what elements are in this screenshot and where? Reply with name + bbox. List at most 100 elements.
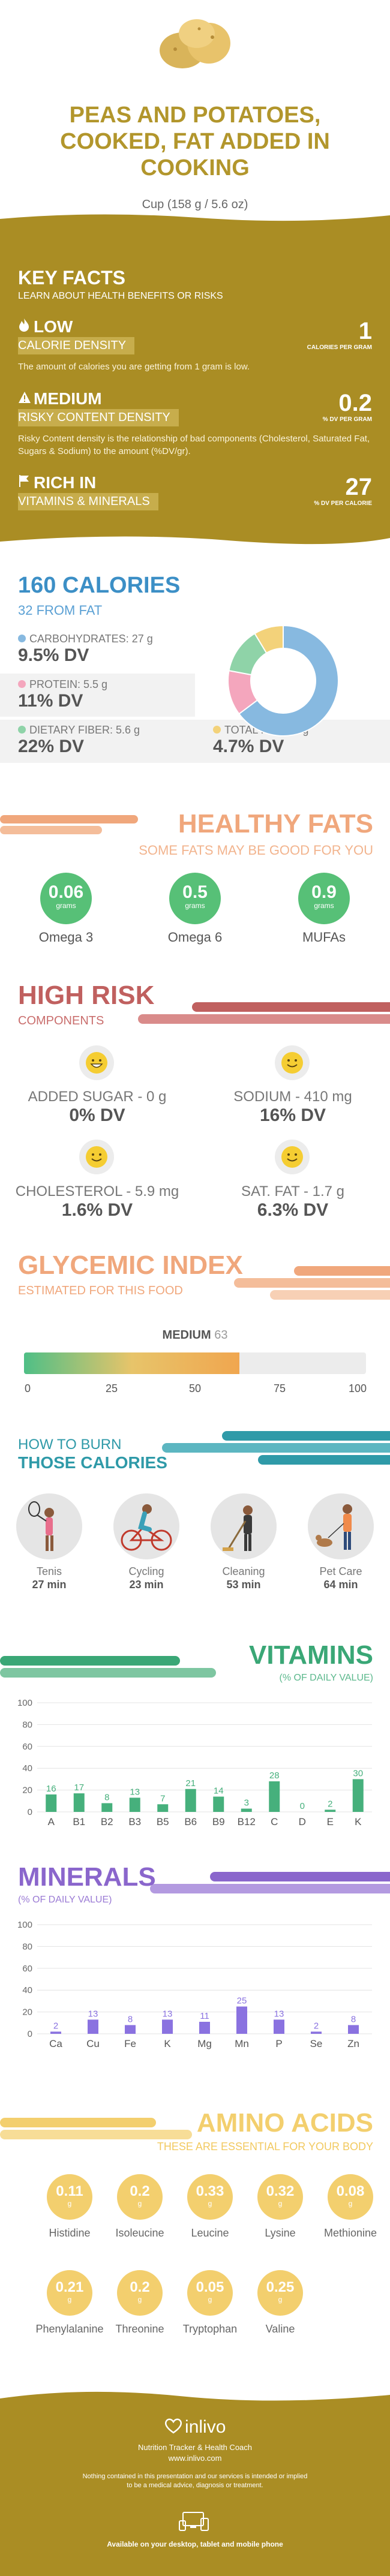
vitamins-bar-value: 30 [353, 1768, 363, 1778]
vitamins-bar-value: 13 [130, 1787, 140, 1797]
vitamins-bar [269, 1781, 280, 1812]
fact-description: Risky Content density is the relationshi… [18, 434, 370, 456]
added-sugar-label: ADDED SUGAR - 0 g [28, 1089, 167, 1105]
header: PEAS AND POTATOES, COOKED, FAT ADDED IN … [0, 0, 390, 231]
omega6-unit: grams [185, 901, 205, 910]
vitamins-bar-value: 21 [185, 1778, 196, 1789]
key-facts-wave [0, 536, 390, 549]
amino-circle-valine: 0.25 g [257, 2270, 303, 2316]
amino-circle-methionine: 0.08 g [328, 2174, 373, 2220]
key-facts-title: KEY FACTS [18, 267, 125, 288]
title-line: COOKED, FAT ADDED IN [60, 129, 330, 154]
fiber-label: DIETARY FIBER: 5.6 g [29, 724, 140, 736]
carbohydrates-dv: 9.5% DV [18, 645, 89, 665]
vitamins-bar-value: 14 [214, 1786, 224, 1796]
vitamins-y-tick: 0 [28, 1807, 32, 1817]
tennis-minutes: 27 min [32, 1579, 67, 1591]
calories-from-fat: 32 FROM FAT [18, 603, 103, 618]
vitamins-x-tick: D [299, 1816, 306, 1827]
fact-unit: % DV PER CALORIE [314, 500, 372, 507]
amino-unit: g [67, 2295, 72, 2304]
omega3-unit: grams [56, 901, 76, 910]
glycemic-tick: 0 [24, 1382, 31, 1394]
pet-care-name: Pet Care [319, 1565, 362, 1577]
amino-name: Phenylalanine [35, 2323, 104, 2335]
amino-name: Lysine [265, 2227, 296, 2239]
amino-acids-section: AMINO ACIDS THESE ARE ESSENTIAL FOR YOUR… [0, 2096, 390, 2390]
vitamins-bar-value: 16 [46, 1784, 56, 1794]
healthy-fats-section: HEALTHY FATS SOME FATS MAY BE GOOD FOR Y… [0, 795, 390, 969]
minerals-bar [348, 2025, 359, 2034]
footer-wave [0, 2390, 390, 2401]
protein-dv: 11% DV [18, 691, 83, 711]
key-fact-vitamins: RICH IN VITAMINS & MINERALS 27 % DV PER … [18, 474, 372, 510]
minerals-y-tick: 0 [28, 2029, 32, 2039]
carbohydrates-label: CARBOHYDRATES: 27 g [29, 633, 153, 645]
protein-dot [18, 680, 26, 688]
glycemic-tick: 50 [188, 1382, 202, 1394]
footer-available: Available on your desktop, tablet and mo… [107, 2540, 283, 2548]
vitamins-x-tick: E [327, 1816, 334, 1827]
healthy-fats-subtitle: SOME FATS MAY BE GOOD FOR YOU [139, 843, 373, 858]
amino-title: AMINO ACIDS [196, 2108, 373, 2138]
amino-unit: g [67, 2199, 72, 2208]
cleaning-name: Cleaning [222, 1565, 265, 1577]
glycemic-stripes [234, 1266, 390, 1300]
fiber-band [0, 720, 390, 763]
minerals-x-tick: Zn [347, 2038, 359, 2049]
vitamins-x-tick: B12 [238, 1816, 256, 1827]
minerals-y-tick: 80 [22, 1941, 32, 1952]
vitamins-bar-value: 3 [244, 1798, 249, 1808]
mufas-name: MUFAs [302, 930, 346, 945]
minerals-x-tick: P [275, 2038, 282, 2049]
glycemic-level: MEDIUM 63 [0, 1328, 390, 1342]
vitamins-y-tick: 20 [22, 1786, 32, 1796]
footer-url[interactable]: www.inlivo.com [168, 2454, 222, 2463]
vitamins-y-tick: 60 [22, 1742, 32, 1752]
flag-icon [18, 474, 34, 492]
amino-name: Methionine [323, 2227, 377, 2239]
grin-icon [79, 1045, 114, 1080]
minerals-y-tick: 20 [22, 2007, 32, 2018]
carbohydrates-dot [18, 635, 26, 642]
amino-name: Valine [265, 2323, 295, 2335]
burn-title-line2: THOSE CALORIES [18, 1453, 167, 1472]
minerals-bar-value: 2 [314, 2021, 319, 2031]
amino-circle-leucine: 0.33 g [187, 2174, 233, 2220]
minerals-bar [162, 2019, 173, 2034]
minerals-x-tick: Fe [124, 2038, 136, 2049]
healthy-fats-stripes [0, 815, 138, 834]
amino-value: 0.05 [196, 2279, 224, 2295]
protein-stat: PROTEIN: 5.5 g 11% DV [18, 678, 107, 711]
minerals-bar-value: 25 [237, 1996, 247, 2006]
amino-value: 0.2 [130, 2183, 150, 2199]
vitamins-x-tick: B5 [157, 1816, 169, 1827]
glycemic-tick: 25 [105, 1382, 118, 1394]
sodium-dv: 16% DV [259, 1105, 326, 1125]
vitamins-section: VITAMINS (% OF DAILY VALUE) 0 20 40 60 80 100… [0, 1616, 390, 1856]
high-risk-section: HIGH RISK COMPONENTS ADDED SUGAR - 0 g 0… [0, 969, 390, 1233]
key-facts-subtitle: LEARN ABOUT HEALTH BENEFITS OR RISKS [18, 291, 223, 301]
vitamins-bar [46, 1794, 57, 1812]
minerals-bar-value: 13 [88, 2009, 98, 2019]
donut-slice-fat [254, 624, 284, 654]
minerals-bar-value: 2 [53, 2021, 58, 2031]
fact-level: MEDIUM [34, 389, 102, 408]
vitamins-bar [325, 1809, 336, 1812]
vitamins-bar [101, 1803, 113, 1812]
minerals-x-tick: Se [310, 2038, 323, 2049]
pet-care-icon [308, 1493, 374, 1559]
amino-circle-phenylalanine: 0.21 g [47, 2270, 92, 2316]
amino-unit: g [348, 2199, 353, 2208]
vitamins-bar-value: 17 [74, 1783, 84, 1793]
fact-label: RISKY CONTENT DENSITY [18, 409, 179, 426]
smile-icon [275, 1045, 310, 1080]
high-risk-subtitle: COMPONENTS [18, 1014, 104, 1027]
vitamins-x-tick: B1 [73, 1816, 85, 1827]
minerals-y-tick: 40 [22, 1985, 32, 1995]
omega6-name: Omega 6 [167, 930, 223, 945]
vitamins-y-tick: 80 [22, 1720, 32, 1730]
carbohydrates-stat: CARBOHYDRATES: 27 g 9.5% DV [18, 633, 153, 666]
burn-title-line1: HOW TO BURN [18, 1436, 122, 1453]
serving-size: Cup (158 g / 5.6 oz) [142, 198, 248, 211]
